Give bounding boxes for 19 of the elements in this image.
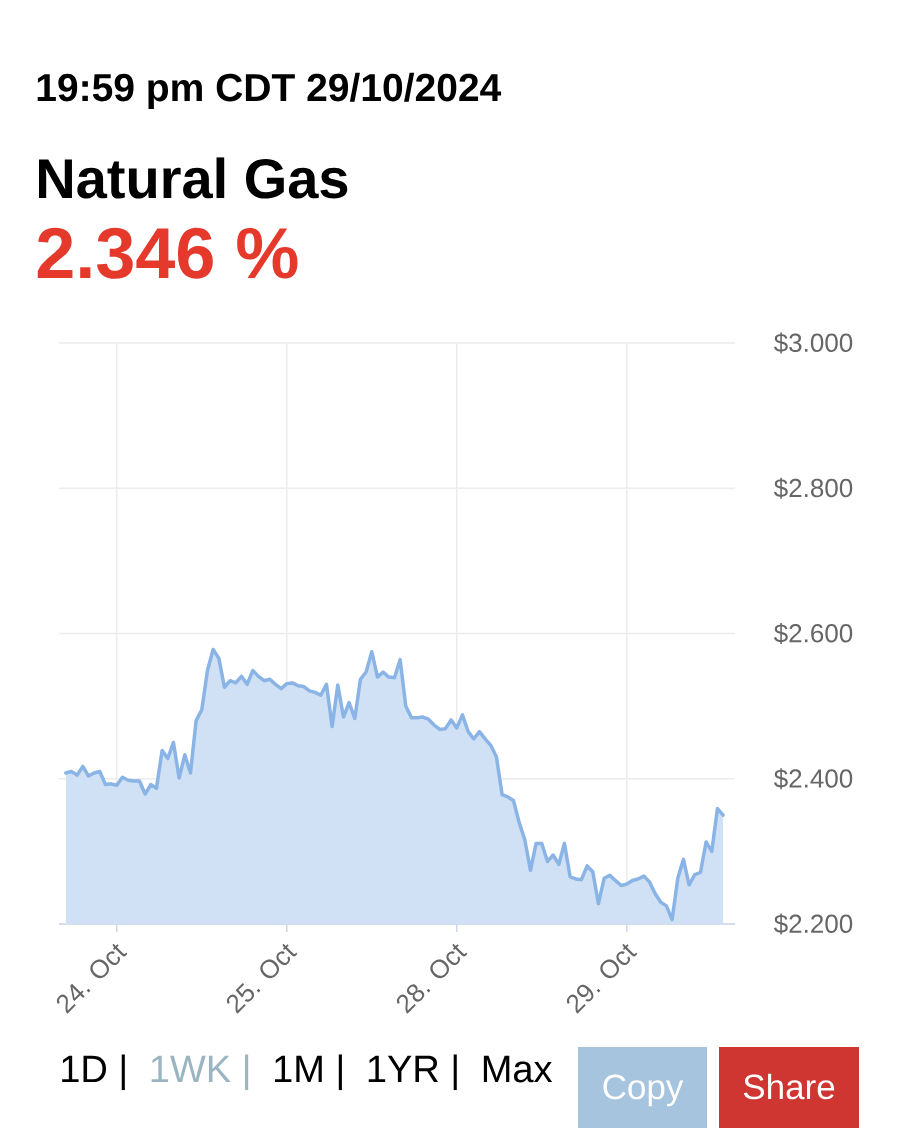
x-tick-label: 29. Oct bbox=[566, 943, 638, 1014]
y-tick-label: $2.600 bbox=[773, 623, 853, 645]
text: 1M | bbox=[275, 1054, 342, 1091]
chart-title: Natural Gas bbox=[39, 157, 348, 199]
text: Max bbox=[483, 1055, 553, 1083]
text: 1D | bbox=[62, 1054, 125, 1091]
text: 19:59 pm CDT 29/10/2024 bbox=[37, 72, 502, 110]
y-tick-label: $2.200 bbox=[773, 913, 853, 935]
text: 1WK | bbox=[151, 1054, 249, 1091]
y-tick-label: $2.400 bbox=[773, 768, 853, 790]
text: 1YR | bbox=[368, 1054, 457, 1091]
y-tick-label: $2.800 bbox=[773, 477, 853, 499]
chart-subtitle: 2.346 % bbox=[37, 227, 298, 279]
x-tick-label: 28. Oct bbox=[396, 943, 468, 1014]
text: Copy bbox=[603, 1074, 684, 1107]
y-tick-label: $3.000 bbox=[773, 332, 853, 354]
x-tick-label: 24. Oct bbox=[56, 943, 128, 1014]
x-tick-label: 25. Oct bbox=[226, 943, 298, 1014]
text: Share bbox=[743, 1073, 835, 1100]
